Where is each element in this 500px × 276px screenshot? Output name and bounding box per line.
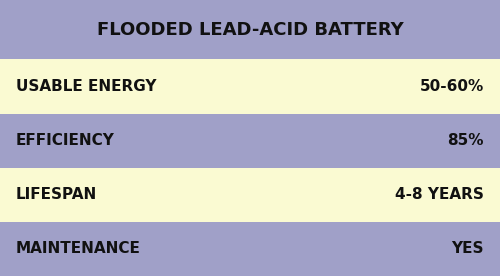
Text: 50-60%: 50-60% — [420, 79, 484, 94]
Bar — [0, 222, 500, 276]
Bar — [0, 59, 500, 113]
Text: YES: YES — [452, 242, 484, 256]
Text: FLOODED LEAD-ACID BATTERY: FLOODED LEAD-ACID BATTERY — [96, 21, 404, 39]
Text: LIFESPAN: LIFESPAN — [16, 187, 97, 202]
Text: 4-8 YEARS: 4-8 YEARS — [395, 187, 484, 202]
Bar — [0, 168, 500, 222]
Text: USABLE ENERGY: USABLE ENERGY — [16, 79, 156, 94]
Text: MAINTENANCE: MAINTENANCE — [16, 242, 141, 256]
Bar — [0, 113, 500, 168]
Text: EFFICIENCY: EFFICIENCY — [16, 133, 115, 148]
Text: 85%: 85% — [448, 133, 484, 148]
